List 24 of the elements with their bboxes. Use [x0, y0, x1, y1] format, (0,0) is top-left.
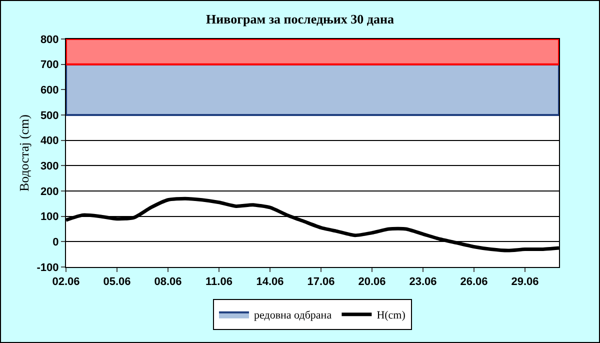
y-tick-label: 500 — [40, 110, 59, 122]
y-axis-title: Водостај (cm) — [16, 114, 32, 192]
legend-label: редовна одбрана — [254, 310, 332, 322]
chart-title: Нивограм за последњих 30 дана — [206, 12, 394, 27]
y-tick-label: 800 — [40, 34, 59, 46]
x-tick-label: 17.06 — [307, 276, 335, 288]
y-tick-label: 700 — [40, 59, 59, 72]
x-tick-label: 20.06 — [358, 276, 386, 288]
legend-label: H(cm) — [376, 310, 406, 322]
y-tick-label: 100 — [40, 211, 59, 224]
x-tick-label: 23.06 — [409, 276, 437, 288]
x-tick-label: 02.06 — [52, 276, 80, 288]
x-tick-label: 08.06 — [154, 276, 182, 288]
y-tick-label: 400 — [40, 135, 59, 148]
x-tick-label: 05.06 — [103, 276, 131, 288]
x-tick-label: 14.06 — [256, 276, 284, 288]
x-tick-label: 29.06 — [511, 276, 539, 288]
x-tick-label: 26.06 — [460, 276, 488, 288]
x-tick-label: 11.06 — [206, 276, 232, 288]
y-tick-label: 300 — [40, 160, 59, 173]
y-tick-label: 600 — [40, 84, 59, 97]
y-tick-label: -100 — [36, 262, 59, 274]
y-tick-label: 0 — [52, 236, 59, 249]
y-tick-label: 200 — [40, 186, 59, 198]
